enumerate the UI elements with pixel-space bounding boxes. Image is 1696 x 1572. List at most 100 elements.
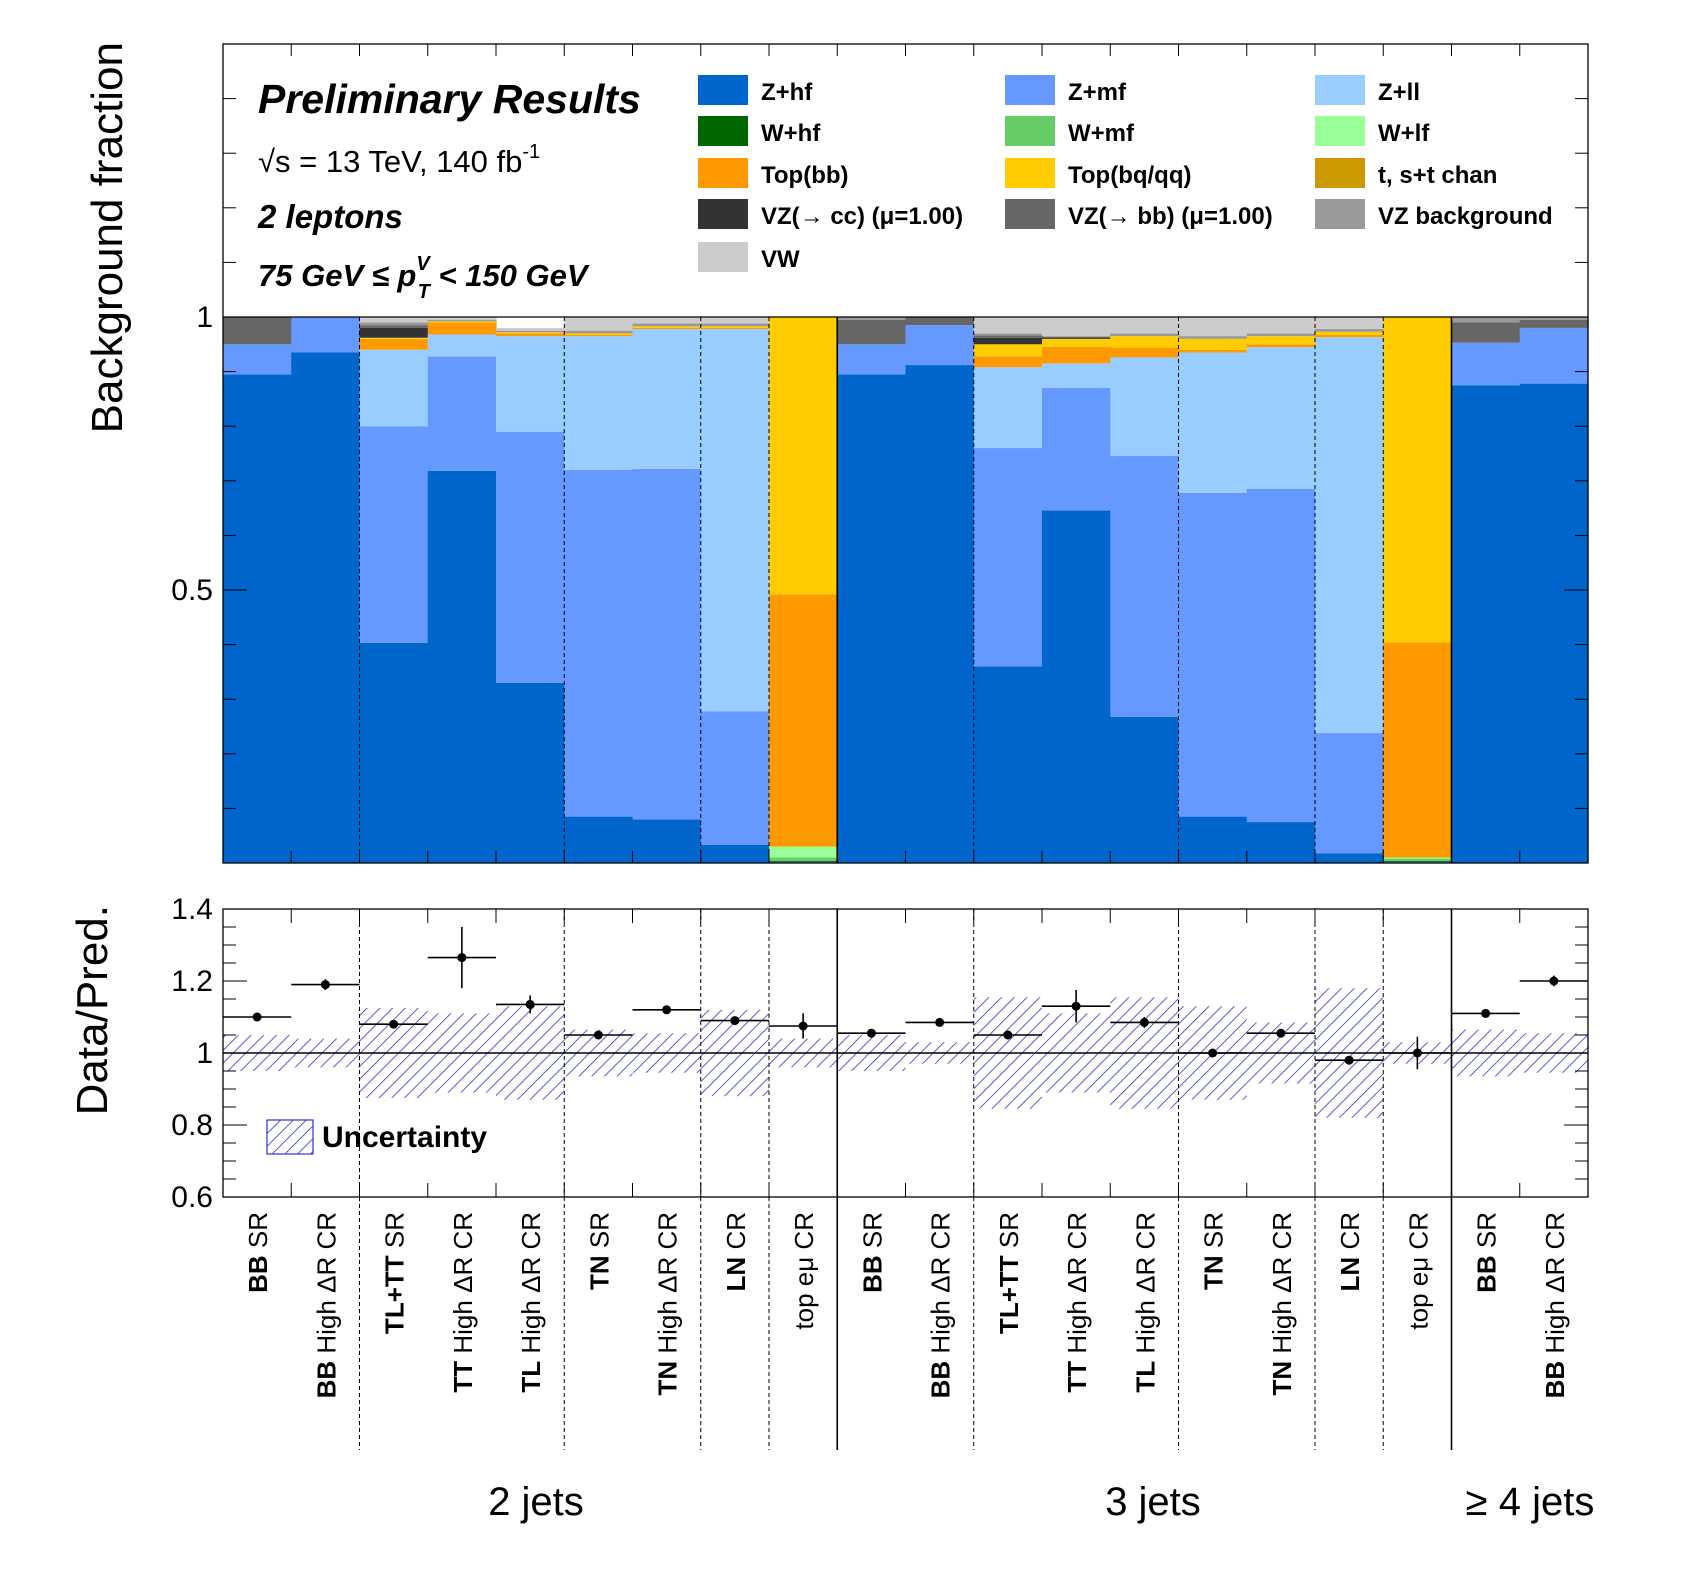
stack-segment-z-hf	[1110, 716, 1180, 863]
stack-segment-vz-cc-1-00-	[359, 327, 429, 338]
legend-swatch	[698, 199, 748, 229]
ratio-point	[593, 1030, 603, 1040]
legend-swatch	[1315, 116, 1365, 146]
category-label: TT High ΔR CR	[448, 1212, 478, 1393]
group-labels: 2 jets 3 jets ≥ 4 jets	[488, 1480, 1594, 1524]
stack-segment-top-bb-	[1178, 349, 1248, 353]
stack-segment-vz-bb-1-00-	[223, 317, 292, 345]
stack-segment-top-bq-qq-	[1110, 336, 1180, 348]
legend-label: VZ(→ bb) (μ=1.00)	[1068, 203, 1273, 230]
ratio-point	[320, 980, 330, 990]
info-pt-range: 75 GeV ≤ pV T < 150 GeV	[258, 253, 590, 303]
uncertainty-legend-label: Uncertainty	[322, 1121, 487, 1154]
stack-segment-w-lf	[1383, 857, 1453, 859]
stack-segment-top-bb-	[1383, 642, 1453, 858]
legend-swatch	[698, 116, 748, 146]
stack-segment-z-ll	[496, 336, 565, 432]
legend-swatch	[1315, 75, 1365, 105]
stack-segment-z-mf	[223, 344, 292, 375]
stack-segment-vz-background	[1519, 317, 1589, 320]
legend-label: Z+ll	[1378, 79, 1420, 106]
stack-segment-w-mf	[1383, 858, 1453, 861]
stack-segment-z-hf	[223, 374, 292, 863]
category-label: BB High ΔR CR	[926, 1212, 956, 1398]
stack-segment-top-bq-qq-	[564, 333, 634, 336]
stack-segment-top-bq-qq-	[769, 317, 838, 595]
stack-segment-top-bb-	[359, 338, 429, 350]
stack-segment-top-bb-	[427, 322, 497, 335]
stack-segment-z-mf	[1042, 387, 1111, 511]
ratio-point	[1139, 1017, 1149, 1027]
stack-segment-z-hf	[700, 844, 770, 863]
stack-segment-top-bq-qq-	[1178, 338, 1248, 350]
stack-segment-vz-background	[1110, 333, 1180, 337]
category-label: top eμ CR	[789, 1212, 819, 1330]
stack-segment-top-bb-	[769, 594, 838, 847]
stack-segment-vw	[427, 317, 497, 320]
legend-swatch	[1315, 158, 1365, 188]
stack-segment-z-ll	[564, 336, 634, 470]
info-channel: 2 leptons	[257, 198, 403, 235]
stack-segment-z-ll	[427, 334, 497, 357]
y-tick-label: 1.4	[171, 893, 213, 926]
stack-segment-vz-bb-1-00-	[359, 325, 429, 328]
ratio-point	[1208, 1048, 1218, 1058]
stack-segment-z-mf	[973, 448, 1043, 667]
y-tick-label: 1	[196, 1037, 213, 1070]
stack-segment-vz-bb-1-00-	[1451, 322, 1521, 343]
stack-segment-z-hf	[427, 470, 497, 863]
stack-segment-w-mf	[769, 857, 838, 861]
stack-segment-top-bq-qq-	[427, 321, 497, 323]
stack-segment-z-mf	[1178, 492, 1248, 817]
stack-segment-z-mf	[359, 426, 429, 643]
stack-segment-top-bq-qq-	[632, 326, 702, 328]
stack-segment-top-bq-qq-	[496, 332, 565, 334]
ratio-point	[1412, 1048, 1422, 1058]
stack-segment-top-bq-qq-	[1315, 331, 1384, 336]
stack-segment-z-mf	[1519, 327, 1589, 384]
jet-group-label: 3 jets	[1105, 1480, 1201, 1524]
stack-segment-z-hf	[1178, 816, 1248, 863]
stack-segment-vz-background	[1178, 336, 1248, 339]
legend-swatch	[698, 75, 748, 105]
stack-segment-vz-background	[496, 330, 565, 333]
stack-segment-z-hf	[632, 819, 702, 863]
stack-segment-vz-background	[359, 322, 429, 326]
stack-segment-z-ll	[632, 329, 702, 469]
legend-swatch	[1315, 199, 1365, 229]
stack-segment-vw	[632, 317, 702, 324]
stack-segment-top-bb-	[1315, 335, 1384, 338]
stack-segment-vw	[1315, 317, 1384, 330]
ratio-point	[457, 953, 467, 963]
stack-segment-top-bb-	[564, 335, 634, 337]
stack-segment-z-hf	[1519, 383, 1589, 863]
stack-segment-vz-background	[564, 330, 634, 334]
stack-segment-top-bq-qq-	[1246, 336, 1316, 345]
stack-segment-top-bb-	[700, 327, 770, 330]
stack-segment-vz-background	[837, 317, 907, 320]
legend-label: Top(bq/qq)	[1068, 162, 1192, 189]
category-label: TN SR	[584, 1212, 614, 1290]
ratio-point	[1071, 1001, 1081, 1011]
stack-segment-z-mf	[700, 711, 770, 845]
ratio-point	[662, 1005, 672, 1015]
bottom-y-axis-title: Data/Pred.	[68, 905, 117, 1115]
legend-label: W+hf	[761, 120, 821, 147]
stack-segment-vw	[1178, 317, 1248, 337]
legend-swatch	[698, 242, 748, 272]
legend-label: VZ background	[1378, 203, 1553, 230]
stack-segment-top-bb-	[1042, 347, 1111, 364]
legend-swatch	[1005, 158, 1055, 188]
stack-segment-vz-background	[1315, 329, 1384, 332]
stack-segment-z-mf	[1246, 488, 1316, 823]
category-label: TL+TT SR	[380, 1212, 410, 1334]
category-label: BB High ΔR CR	[311, 1212, 341, 1398]
category-label: TL High ΔR CR	[1130, 1212, 1160, 1393]
stack-segment-z-mf	[1110, 455, 1180, 717]
category-label: BB High ΔR CR	[1540, 1212, 1570, 1398]
info-box: Preliminary Results √s = 13 TeV, 140 fb-…	[257, 76, 641, 303]
stack-segment-vw	[1110, 317, 1180, 334]
stack-segment-vw	[700, 317, 770, 324]
category-label: TN SR	[1199, 1212, 1229, 1290]
legend-swatch	[1005, 75, 1055, 105]
